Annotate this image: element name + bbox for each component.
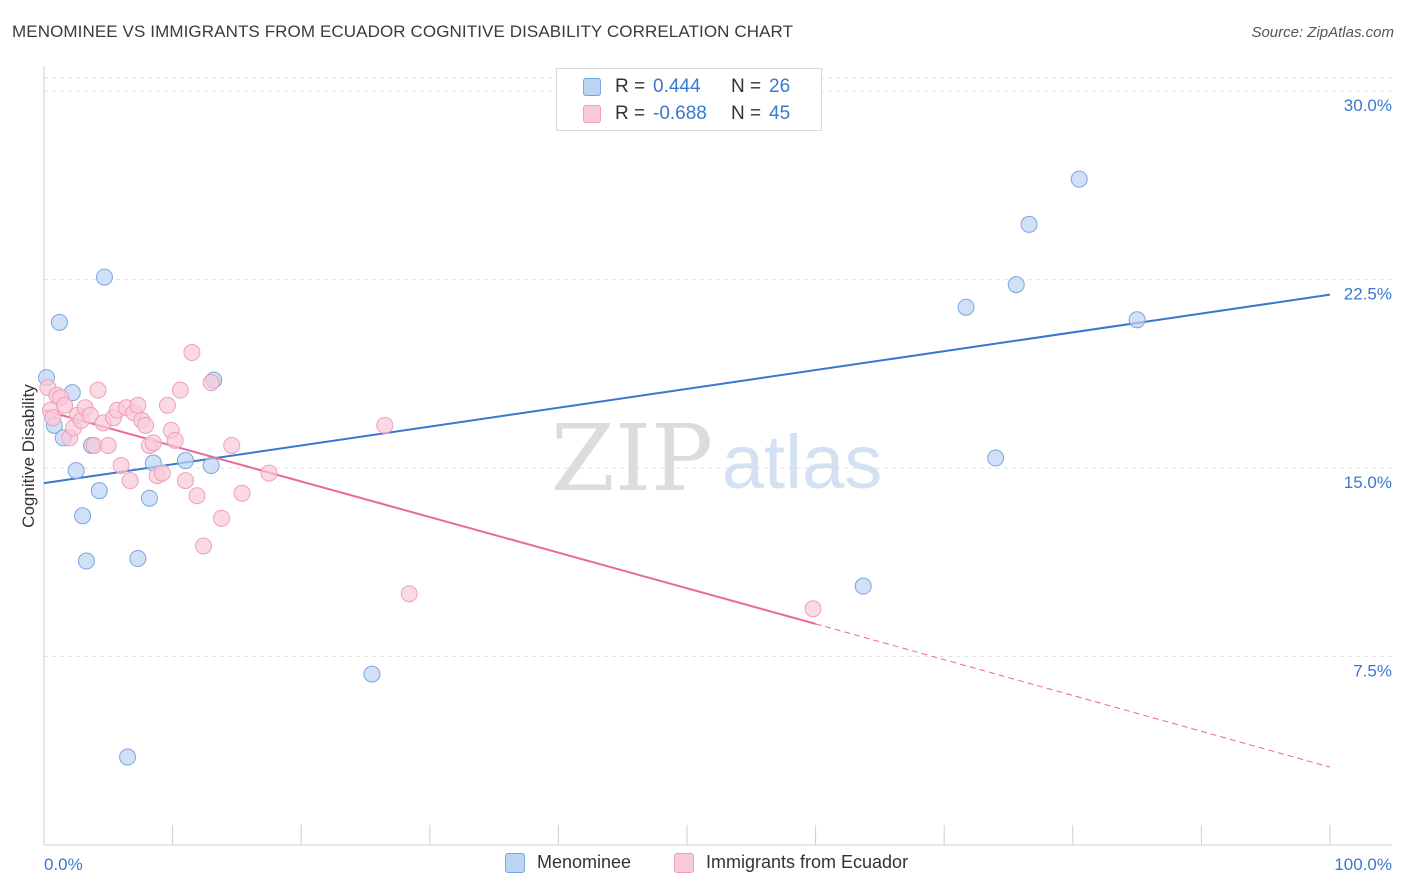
menominee-point <box>1128 311 1146 329</box>
menominee-point <box>67 462 85 480</box>
ecuador-point <box>166 431 184 449</box>
watermark-zip: ZIP <box>551 405 713 512</box>
menominee-point <box>1020 215 1038 233</box>
y-tick-label: 7.5% <box>1353 662 1392 681</box>
y-tick-label: 15.0% <box>1344 473 1392 492</box>
legend-item-ecuador: Immigrants from Ecuador <box>674 852 908 873</box>
menominee-point <box>202 457 220 475</box>
trend-line-extension <box>815 623 1331 768</box>
ecuador-point <box>376 416 394 434</box>
ecuador-point <box>188 487 206 505</box>
series-legend: Menominee Immigrants from Ecuador <box>0 852 1406 876</box>
legend-swatch-menominee <box>505 852 525 873</box>
legend-n-value: 45 <box>769 103 791 124</box>
legend-swatch-ecuador <box>583 105 601 123</box>
ecuador-point <box>183 343 201 361</box>
ecuador-point <box>85 436 103 454</box>
trend-line-menominee <box>43 293 1331 485</box>
menominee-point <box>1070 170 1088 188</box>
y-tick-label: 30.0% <box>1344 96 1392 115</box>
ecuador-point <box>223 436 241 454</box>
legend-label-ecuador: Immigrants from Ecuador <box>706 852 909 872</box>
ecuador-point <box>212 509 230 527</box>
ecuador-point <box>260 464 278 482</box>
ecuador-point <box>171 381 189 399</box>
menominee-point <box>129 550 147 568</box>
legend-r-label: R = <box>615 76 646 97</box>
ecuador-point <box>89 381 107 399</box>
menominee-point <box>1007 276 1025 294</box>
grid-layer <box>44 77 1392 658</box>
axis-layer: 7.5% 15.0% 22.5% 30.0% 0.0% 100.0% <box>43 66 1392 874</box>
menominee-point <box>90 482 108 500</box>
ecuador-point <box>158 396 176 414</box>
ecuador-point <box>233 484 251 502</box>
legend-swatch-menominee <box>583 78 601 96</box>
points-layer <box>38 170 1146 766</box>
menominee-point <box>74 507 92 525</box>
menominee-point <box>987 449 1005 467</box>
legend-item-menominee: Menominee <box>505 852 631 873</box>
ecuador-point <box>137 416 155 434</box>
menominee-point <box>77 552 95 570</box>
ecuador-point <box>44 409 62 427</box>
ecuador-point <box>99 436 117 454</box>
ecuador-point <box>121 472 139 490</box>
legend-n-label: N = <box>731 103 762 124</box>
menominee-point <box>957 298 975 316</box>
menominee-point <box>95 268 113 286</box>
chart-title: MENOMINEE VS IMMIGRANTS FROM ECUADOR COG… <box>12 22 794 41</box>
menominee-point <box>854 577 872 595</box>
watermark: ZIP atlas <box>551 405 882 512</box>
legend-n-label: N = <box>731 76 762 97</box>
ecuador-point <box>202 374 220 392</box>
menominee-point <box>176 452 194 470</box>
legend-r-label: R = <box>615 103 646 124</box>
legend-n-value: 26 <box>769 76 791 97</box>
menominee-point <box>140 489 158 507</box>
ecuador-point <box>400 585 418 603</box>
legend-swatch-ecuador <box>674 852 694 873</box>
ecuador-point <box>112 457 130 475</box>
legend-r-value: -0.688 <box>653 103 707 124</box>
label-layer: Cognitive Disability <box>19 384 38 528</box>
legend-r-value: 0.444 <box>653 76 701 97</box>
legend-row-ecuador: R = -0.688 N = 45 <box>583 101 790 127</box>
ecuador-point <box>176 472 194 490</box>
watermark-atlas: atlas <box>722 420 883 505</box>
menominee-point <box>50 313 68 331</box>
ecuador-point <box>129 396 147 414</box>
ecuador-point <box>144 434 162 452</box>
ecuador-point <box>194 537 212 555</box>
x-tick-label: 0.0% <box>44 855 83 874</box>
legend-label-menominee: Menominee <box>537 852 632 872</box>
trend-layer <box>43 293 1331 768</box>
ecuador-point <box>804 600 822 618</box>
y-axis-label: Cognitive Disability <box>19 384 38 528</box>
legend-row-menominee: R = 0.444 N = 26 <box>583 74 790 100</box>
menominee-point <box>119 748 137 766</box>
correlation-legend: R = 0.444 N = 26 R = -0.688 N = 45 <box>556 68 822 131</box>
x-tick-label: 100.0% <box>1334 855 1392 874</box>
y-tick-label: 22.5% <box>1344 285 1392 304</box>
ecuador-point <box>56 396 74 414</box>
ecuador-point <box>81 406 99 424</box>
source-label: Source: ZipAtlas.com <box>1251 24 1394 41</box>
menominee-point <box>363 665 381 683</box>
ecuador-point <box>153 464 171 482</box>
